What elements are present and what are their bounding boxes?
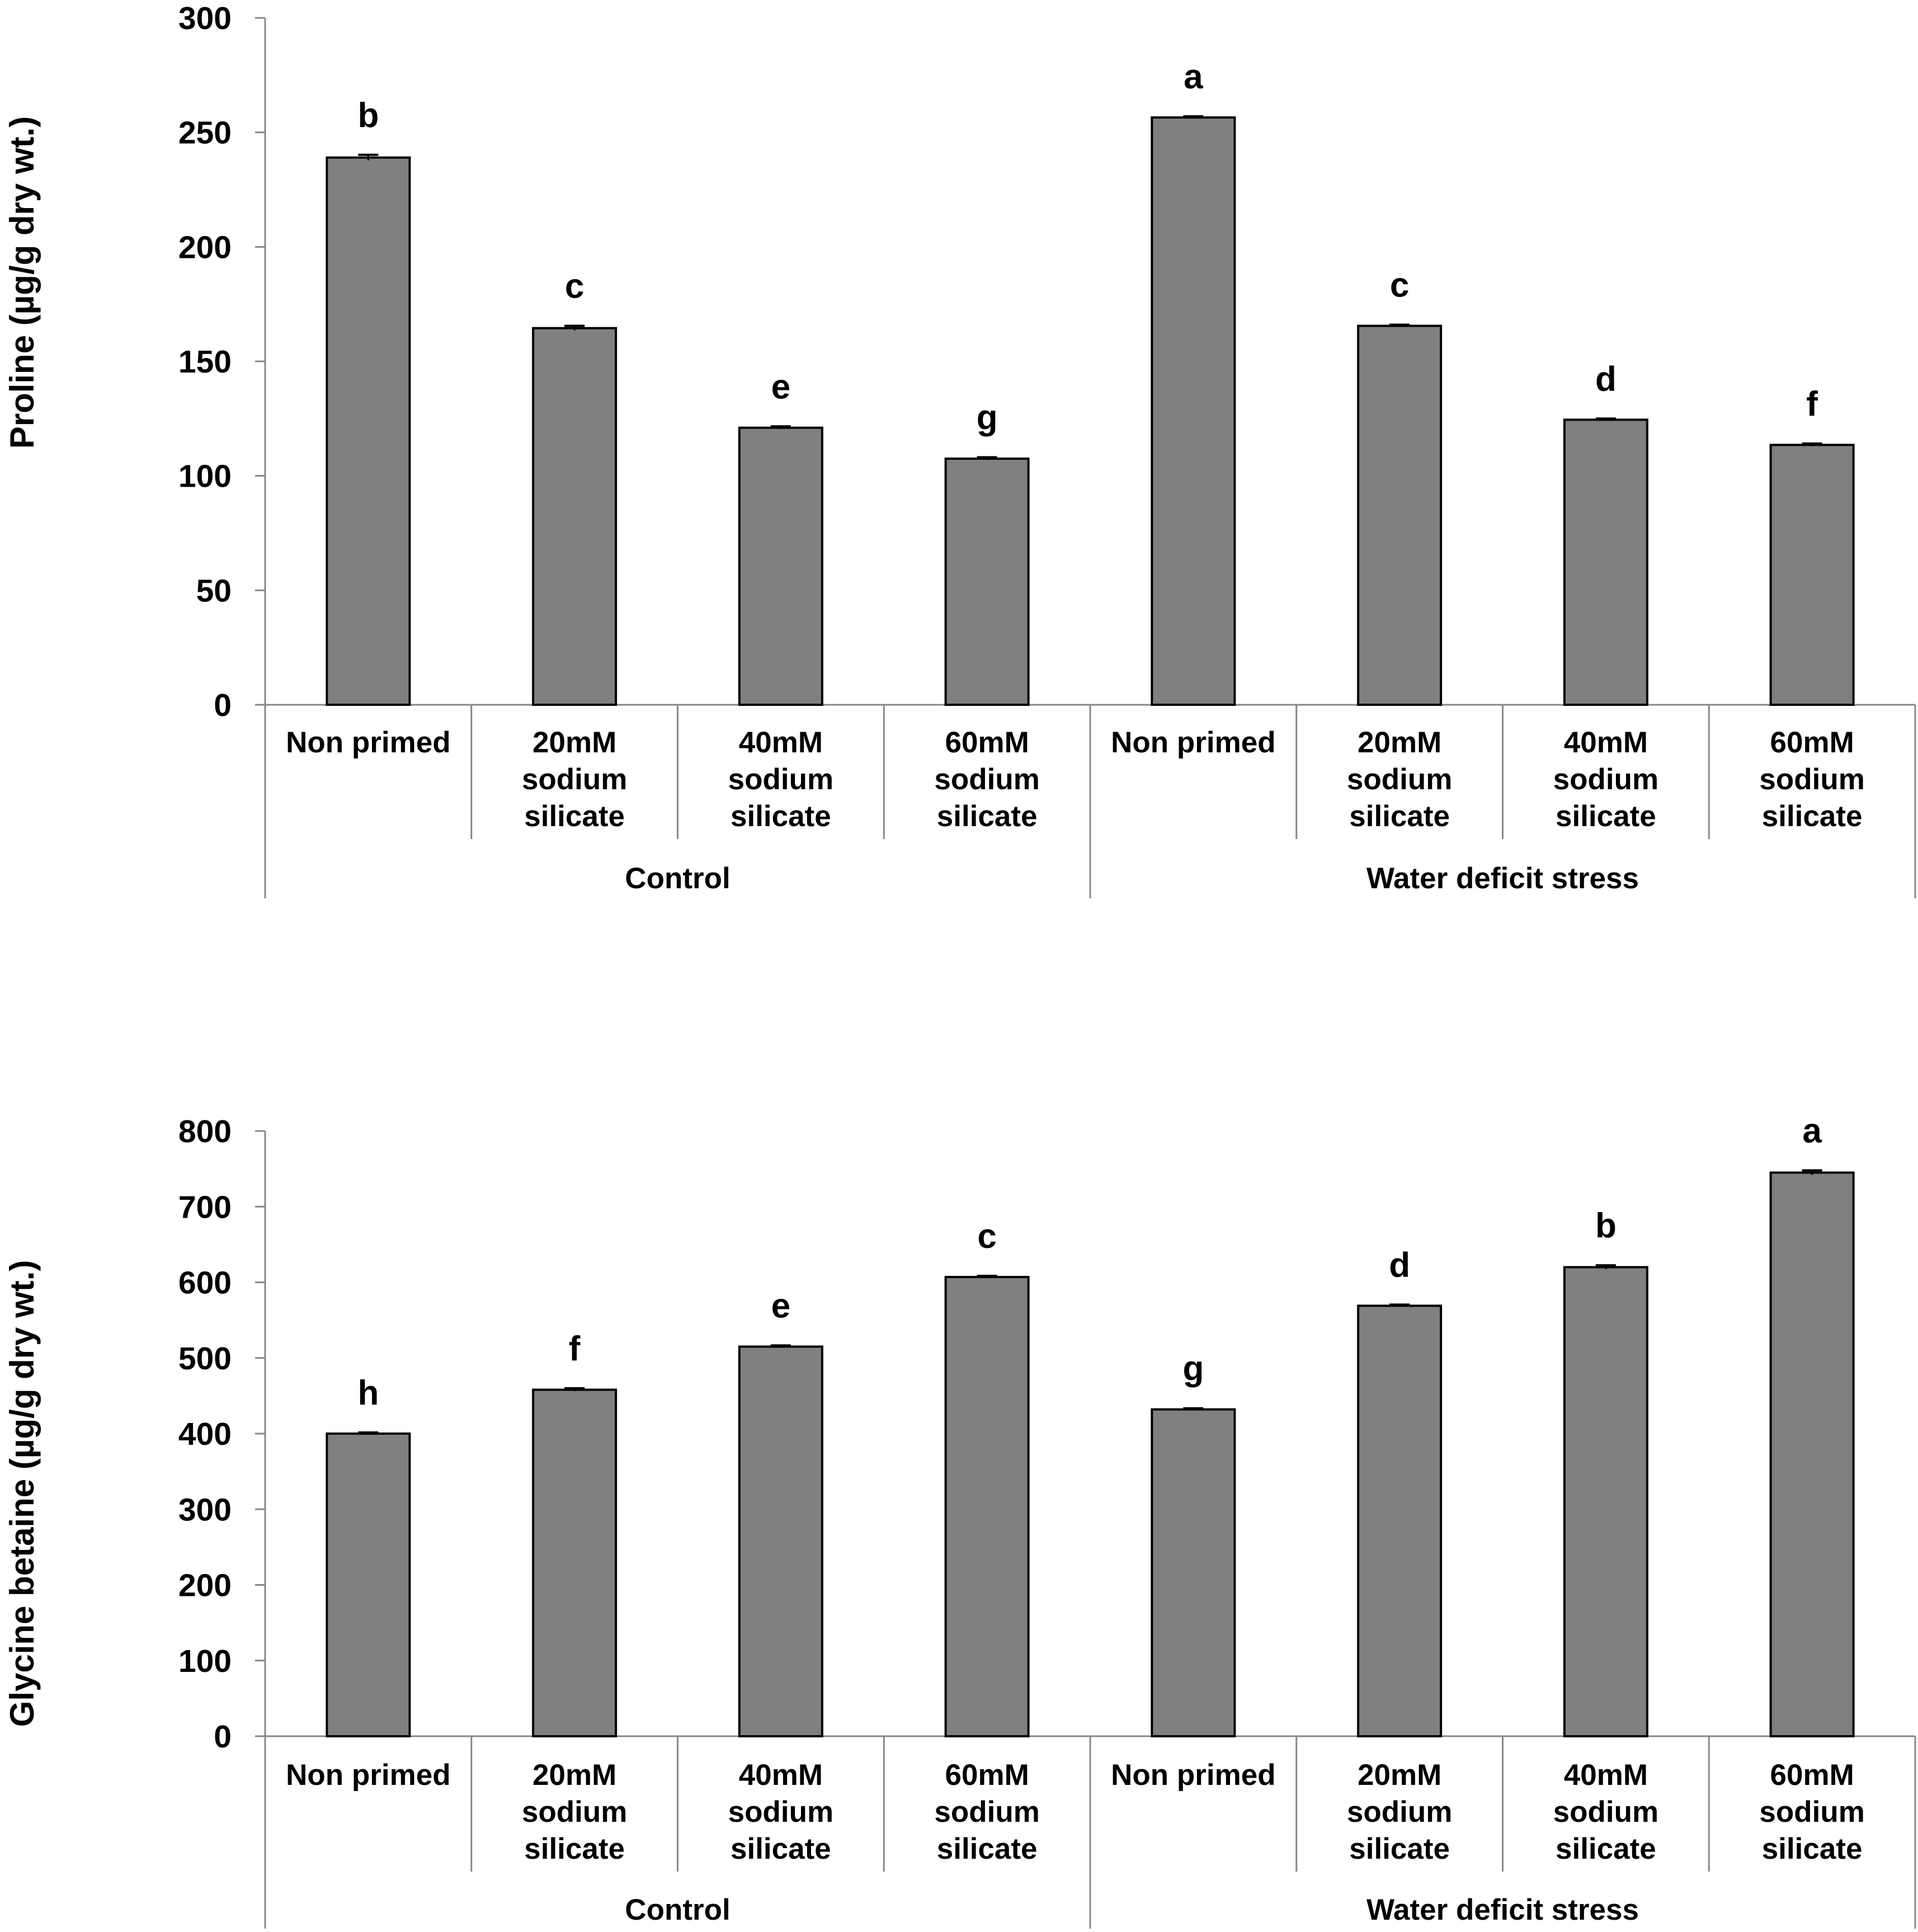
group-label: Control xyxy=(625,1893,730,1926)
x-tick-label: 60mM xyxy=(945,1759,1029,1792)
x-tick-label: silicate xyxy=(524,800,625,833)
x-tick-label: silicate xyxy=(1556,1832,1656,1865)
x-tick-label: sodium xyxy=(1759,1796,1864,1829)
significance-letter: e xyxy=(771,367,790,406)
significance-letter: d xyxy=(1389,1246,1410,1284)
bar xyxy=(326,1432,411,1737)
x-tick-label: 60mM xyxy=(1770,726,1854,759)
y-tick-label: 700 xyxy=(178,1189,232,1225)
y-tick-label: 500 xyxy=(178,1341,232,1377)
x-tick-label: sodium xyxy=(934,763,1039,796)
bar xyxy=(738,1345,823,1737)
x-tick-label: silicate xyxy=(1349,1832,1450,1865)
chart-panel-2: 0 100 200 300 400 500 600 700 800 Glycine betaine… xyxy=(3,1111,1916,1929)
x-tick-label: sodium xyxy=(934,1796,1039,1829)
x-tick-label: silicate xyxy=(1349,800,1450,833)
x-tick-label: 40mM xyxy=(739,1759,823,1792)
y-axis-label: Proline (µg/g dry wt.) xyxy=(3,116,41,449)
bar xyxy=(1357,324,1443,706)
group-label: Control xyxy=(625,862,730,895)
y-tick-label: 200 xyxy=(178,1568,232,1604)
x-tick-label: 20mM xyxy=(1358,726,1441,759)
x-tick-label: silicate xyxy=(1556,800,1656,833)
significance-letter: c xyxy=(1390,266,1409,305)
x-tick-label: silicate xyxy=(1762,1832,1863,1865)
x-tick-label: 40mM xyxy=(1564,1759,1648,1792)
x-tick-label: 60mM xyxy=(1770,1759,1854,1792)
bar xyxy=(1769,444,1855,706)
x-tick-label: silicate xyxy=(937,1832,1038,1865)
x-tick-label: sodium xyxy=(1347,763,1452,796)
significance-letter: f xyxy=(1806,385,1818,423)
x-tick-label: Non primed xyxy=(1111,1759,1275,1792)
y-tick-label: 100 xyxy=(178,459,232,494)
y-tick-label: 0 xyxy=(214,687,232,723)
y-tick-label: 800 xyxy=(178,1114,232,1149)
x-tick-label: sodium xyxy=(728,1796,833,1829)
y-tick-label: 400 xyxy=(178,1416,232,1452)
x-tick-label: sodium xyxy=(728,763,833,796)
y-tick-label: 0 xyxy=(214,1719,232,1755)
x-tick-label: sodium xyxy=(1347,1796,1452,1829)
x-tick-label: sodium xyxy=(522,763,627,796)
x-tick-label: sodium xyxy=(1759,763,1864,796)
x-tick-label: sodium xyxy=(522,1796,627,1829)
group-label: Water deficit stress xyxy=(1366,1893,1639,1926)
y-tick-label: 300 xyxy=(178,1,232,36)
y-tick-label: 150 xyxy=(178,344,232,380)
y-axis-label: Glycine betaine (µg/g dry wt.) xyxy=(3,1260,41,1727)
bar xyxy=(532,1388,618,1737)
x-tick-label: silicate xyxy=(731,1832,831,1865)
significance-letter: e xyxy=(771,1287,790,1325)
group-label: Water deficit stress xyxy=(1366,862,1639,895)
x-tick-label: 20mM xyxy=(532,726,616,759)
bar xyxy=(1357,1304,1443,1737)
y-tick-label: 50 xyxy=(196,573,232,609)
x-tick-label: silicate xyxy=(937,800,1038,833)
x-tick-label: 60mM xyxy=(945,726,1029,759)
significance-letter: f xyxy=(569,1330,581,1368)
x-tick-label: 40mM xyxy=(1564,726,1648,759)
x-tick-label: sodium xyxy=(1553,1796,1658,1829)
bar xyxy=(944,1276,1030,1737)
bar xyxy=(326,156,411,706)
y-tick-label: 250 xyxy=(178,115,232,151)
x-tick-label: sodium xyxy=(1553,763,1658,796)
x-tick-label: Non primed xyxy=(286,1759,450,1792)
significance-letter: a xyxy=(1802,1111,1822,1150)
x-tick-label: 20mM xyxy=(532,1759,616,1792)
x-tick-label: 40mM xyxy=(739,726,823,759)
x-tick-label: silicate xyxy=(1762,800,1863,833)
x-tick-label: silicate xyxy=(731,800,831,833)
significance-letter: b xyxy=(1595,1207,1617,1245)
y-tick-label: 600 xyxy=(178,1265,232,1301)
significance-letter: h xyxy=(357,1374,379,1412)
y-tick-label: 300 xyxy=(178,1492,232,1528)
significance-letter: d xyxy=(1595,360,1617,398)
chart-panel-1: 0 50 100 150 200 250 300 Proline (µg/g dry wt.)… xyxy=(3,1,1916,898)
x-tick-label: 20mM xyxy=(1358,1759,1441,1792)
bar xyxy=(1151,1408,1236,1737)
x-tick-label: Non primed xyxy=(286,726,450,759)
bar xyxy=(944,457,1030,706)
bar xyxy=(1769,1171,1855,1737)
bar xyxy=(738,426,823,706)
significance-letter: g xyxy=(1182,1350,1204,1388)
bar xyxy=(1563,418,1648,706)
bar xyxy=(1151,116,1236,706)
bar xyxy=(532,327,618,706)
y-tick-label: 200 xyxy=(178,229,232,265)
x-tick-label: silicate xyxy=(524,1832,625,1865)
significance-letter: b xyxy=(357,96,379,135)
bar xyxy=(1563,1266,1648,1737)
significance-letter: a xyxy=(1184,58,1203,96)
significance-letter: g xyxy=(977,399,998,437)
significance-letter: c xyxy=(977,1217,996,1256)
y-tick-label: 100 xyxy=(178,1643,232,1679)
significance-letter: c xyxy=(565,267,584,306)
x-tick-label: Non primed xyxy=(1111,726,1275,759)
